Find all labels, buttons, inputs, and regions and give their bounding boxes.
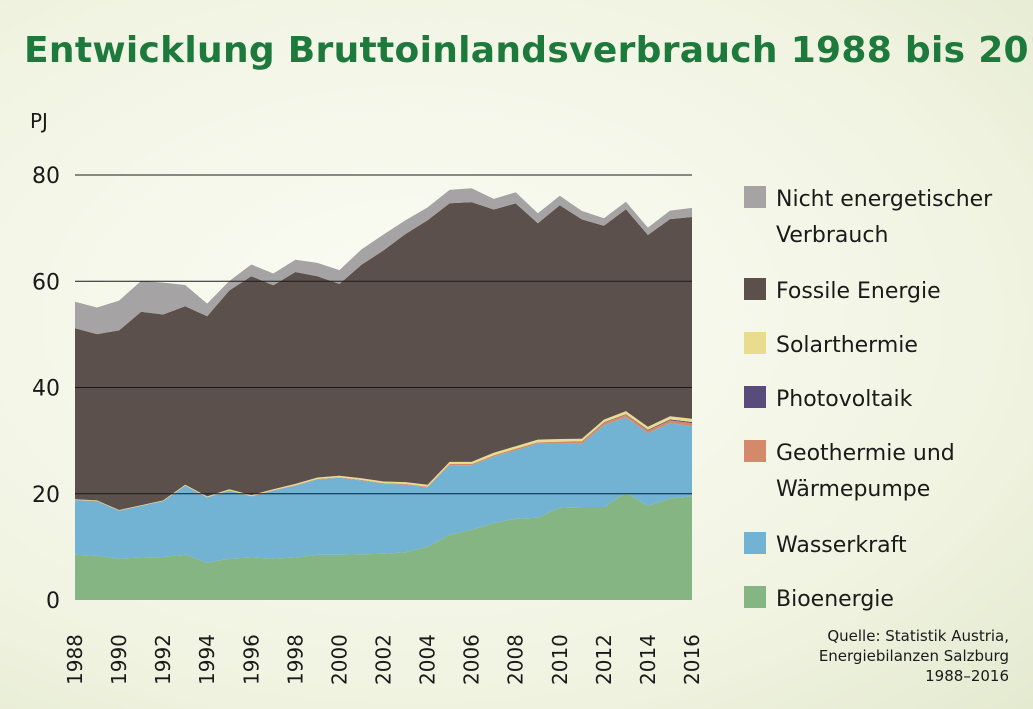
legend-label: Bioenergie — [776, 587, 894, 612]
y-tick-label: 0 — [46, 589, 60, 614]
area-layer — [75, 188, 692, 600]
legend-swatch — [744, 532, 766, 554]
legend-swatch — [744, 586, 766, 608]
x-tick-label: 2004 — [416, 634, 440, 685]
x-tick-label: 2016 — [680, 634, 704, 685]
legend-swatch — [744, 278, 766, 300]
legend-label: Geothermie und Wärmepumpe — [776, 441, 955, 502]
legend-label: Photovoltaik — [776, 387, 913, 412]
legend-label: Wasserkraft — [776, 533, 907, 558]
x-tick-label: 1992 — [151, 634, 175, 685]
legend-swatch — [744, 386, 766, 408]
x-tick-label: 2008 — [504, 634, 528, 685]
y-tick-label: 20 — [32, 483, 60, 508]
x-tick-label: 1994 — [195, 634, 219, 685]
legend-label: Fossile Energie — [776, 279, 941, 304]
x-tick-label: 2006 — [460, 634, 484, 685]
legend-swatch — [744, 332, 766, 354]
source-line: Quelle: Statistik Austria, — [827, 627, 1009, 645]
y-tick-label: 60 — [32, 270, 60, 295]
source-note: Quelle: Statistik Austria, Energiebilanz… — [819, 626, 1009, 686]
area-bioenergie — [75, 492, 692, 600]
area-wasserkraft — [75, 417, 692, 563]
x-tick-label: 1988 — [63, 634, 87, 685]
y-axis-label: PJ — [30, 109, 48, 133]
x-axis-ticks: 1988 1990 1992 1994 1996 1998 2000 2002 2004 2006… — [63, 634, 704, 685]
source-line: 1988–2016 — [925, 667, 1009, 685]
y-axis-ticks: 0 20 40 60 80 — [32, 164, 60, 614]
legend-label: Solarthermie — [776, 333, 918, 358]
y-tick-label: 80 — [32, 164, 60, 189]
area-fossile-energie — [75, 202, 692, 510]
x-tick-label: 1996 — [239, 634, 263, 685]
y-tick-label: 40 — [32, 377, 60, 402]
legend-swatch — [744, 186, 766, 208]
legend-swatch — [744, 440, 766, 462]
x-tick-label: 2012 — [592, 634, 616, 685]
x-tick-label: 1998 — [283, 634, 307, 685]
x-tick-label: 2014 — [636, 634, 660, 685]
source-line: Energiebilanzen Salzburg — [818, 647, 1009, 665]
x-tick-label: 2000 — [327, 634, 351, 685]
x-tick-label: 1990 — [107, 634, 131, 685]
x-tick-label: 2010 — [548, 634, 572, 685]
chart-title: Entwicklung Bruttoinlandsverbrauch 1988 … — [24, 30, 1033, 71]
gridlines — [75, 174, 692, 495]
x-tick-label: 2002 — [372, 634, 396, 685]
legend-label: Nicht energetischer Verbrauch — [776, 187, 993, 248]
